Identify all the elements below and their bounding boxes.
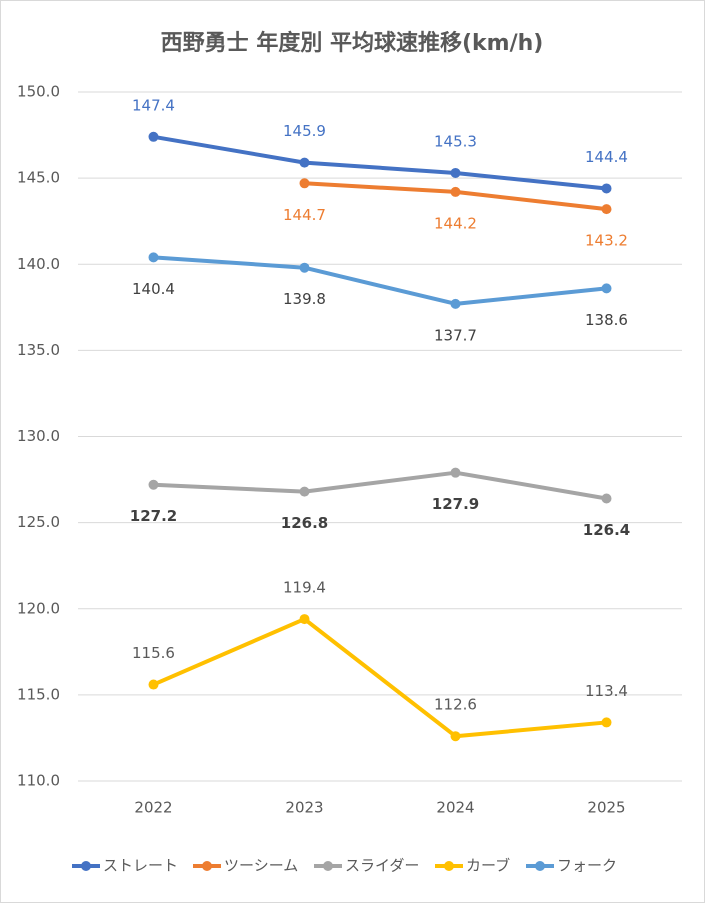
point [299, 178, 310, 189]
point [450, 298, 461, 309]
y-tick-label: 120.0 [17, 599, 60, 617]
y-tick-label: 125.0 [17, 513, 60, 531]
series-line [151, 255, 609, 306]
legend-label: フォーク [557, 857, 617, 875]
data-label: 113.4 [585, 682, 628, 700]
point [601, 493, 612, 504]
point [450, 731, 461, 742]
point [299, 614, 310, 625]
point [148, 479, 159, 490]
y-tick-label: 145.0 [17, 169, 60, 187]
data-label: 127.9 [432, 495, 479, 513]
data-label: 112.6 [434, 696, 477, 714]
y-tick-label: 110.0 [17, 772, 60, 790]
x-tick-label: 2023 [285, 799, 323, 817]
point [450, 467, 461, 478]
data-label: 119.4 [283, 579, 326, 597]
data-label: 126.4 [583, 521, 630, 539]
point [299, 486, 310, 497]
legend: ストレート ツーシーム スライダー カーブ フォーク [72, 857, 617, 875]
point [148, 679, 159, 690]
point [601, 717, 612, 728]
y-tick-label: 150.0 [17, 83, 60, 101]
data-label: 127.2 [130, 507, 177, 525]
point [601, 204, 612, 215]
point [299, 157, 310, 168]
data-label: 115.6 [132, 644, 175, 662]
y-tick-label: 130.0 [17, 427, 60, 445]
legend-marker [81, 861, 91, 871]
y-tick-label: 140.0 [17, 255, 60, 273]
data-label: 145.9 [283, 122, 326, 140]
data-label: 144.4 [585, 148, 628, 166]
series-line [151, 470, 609, 501]
legend-label: ストレート [103, 857, 178, 875]
point [299, 262, 310, 273]
x-tick-label: 2025 [587, 799, 625, 817]
point [601, 183, 612, 194]
data-label: 126.8 [281, 514, 328, 532]
legend-marker [535, 861, 545, 871]
legend-marker [202, 861, 212, 871]
data-label: 144.7 [283, 206, 326, 224]
point [450, 186, 461, 197]
point [450, 167, 461, 178]
point [601, 283, 612, 294]
data-label: 147.4 [132, 96, 175, 114]
data-label: 137.7 [434, 326, 477, 344]
x-tick-label: 2022 [134, 799, 172, 817]
legend-marker [323, 861, 333, 871]
legend-label: ツーシーム [224, 857, 298, 875]
series-line [151, 617, 609, 739]
data-label: 144.2 [434, 214, 477, 232]
point [148, 252, 159, 263]
legend-label: カーブ [466, 857, 510, 875]
data-label: 145.3 [434, 132, 477, 150]
data-label: 143.2 [585, 232, 628, 250]
chart-title: 西野勇士 年度別 平均球速推移(km/h) [161, 30, 544, 56]
data-label: 140.4 [132, 280, 175, 298]
legend-marker [444, 861, 454, 871]
y-tick-label: 135.0 [17, 341, 60, 359]
point [148, 131, 159, 142]
series-line [151, 134, 609, 191]
legend-label: スライダー [345, 857, 419, 875]
x-tick-label: 2024 [436, 799, 474, 817]
data-label: 138.6 [585, 311, 628, 329]
y-tick-label: 115.0 [17, 685, 60, 703]
data-label: 139.8 [283, 290, 326, 308]
